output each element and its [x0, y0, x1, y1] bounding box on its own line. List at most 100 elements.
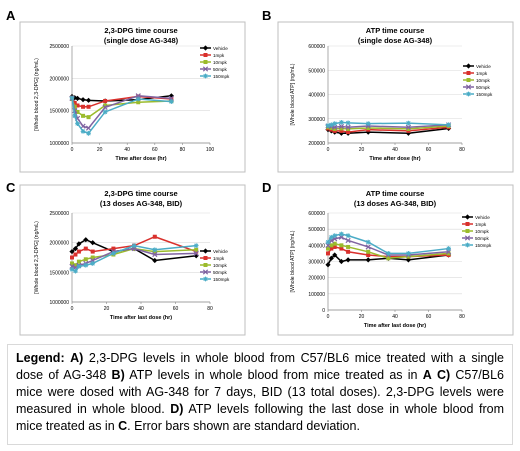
- data-point: [446, 251, 451, 256]
- legend-label: 150mpk: [475, 243, 492, 248]
- data-point: [329, 125, 334, 130]
- chart-title-line2: (13 doses AG-348, BID): [100, 199, 183, 208]
- legend-marker: [466, 71, 471, 75]
- caption-b-ref: A: [422, 368, 432, 382]
- caption-d-ref: C: [118, 419, 128, 433]
- legend-label: 150mpk: [476, 92, 493, 97]
- y-axis-label: [Whole blood 2,3-DPG] (ng/mL): [34, 58, 40, 131]
- data-point: [345, 237, 351, 244]
- legend-label: Vehicle: [213, 46, 228, 51]
- x-axis-label: Time after dose (hr): [115, 156, 166, 162]
- x-tick-label: 80: [207, 306, 213, 312]
- data-point: [339, 246, 344, 251]
- data-point: [326, 251, 330, 256]
- series-150mpk: [325, 231, 451, 256]
- data-point: [102, 104, 108, 111]
- data-point: [85, 97, 92, 103]
- data-point: [332, 252, 338, 258]
- x-axis-label: Time after last dose (hr): [110, 315, 172, 321]
- caption-d-end: . Error bars shown are standard deviatio…: [127, 419, 360, 433]
- legend-label: 1mpk: [213, 256, 225, 261]
- legend-marker: [202, 248, 209, 254]
- chart-title-line1: ATP time course: [366, 189, 425, 198]
- data-point: [75, 121, 80, 126]
- data-point: [365, 257, 371, 263]
- data-point: [136, 100, 141, 105]
- data-point: [366, 253, 371, 258]
- panel-frame: [277, 21, 514, 173]
- data-point: [386, 256, 391, 261]
- legend-label: Vehicle: [476, 64, 491, 69]
- data-point: [406, 120, 411, 126]
- data-point: [70, 255, 74, 260]
- data-point: [339, 243, 344, 248]
- x-tick-label: 0: [327, 314, 330, 320]
- data-point: [83, 257, 88, 262]
- data-point: [365, 239, 371, 245]
- x-tick-label: 80: [459, 147, 465, 153]
- legend-label: 10mpk: [475, 229, 489, 234]
- data-point: [72, 104, 77, 109]
- data-point: [325, 262, 331, 268]
- data-point: [86, 130, 91, 136]
- data-point: [152, 251, 158, 258]
- data-point: [326, 246, 330, 251]
- data-point: [405, 257, 411, 263]
- x-tick-label: 60: [426, 314, 432, 320]
- x-tick-label: 100: [206, 147, 215, 153]
- data-point: [406, 126, 411, 131]
- legend-marker: [203, 53, 208, 57]
- data-point: [111, 246, 116, 251]
- x-tick-label: 40: [138, 306, 144, 312]
- x-axis-label: Time after last dose (hr): [364, 323, 426, 329]
- figure-legend-caption: Legend: A) 2,3-DPG levels in whole blood…: [7, 344, 513, 445]
- data-point: [193, 243, 199, 249]
- legend-label: 50mpk: [213, 270, 227, 275]
- legend-label: 50mpk: [476, 85, 490, 90]
- data-point: [345, 257, 351, 263]
- chart-title-line1: 2,3-DPG time course: [104, 26, 177, 35]
- caption-c-letter: C): [436, 368, 451, 382]
- x-tick-label: 60: [173, 306, 179, 312]
- data-point: [83, 246, 88, 251]
- data-point: [339, 231, 344, 237]
- data-point: [70, 261, 74, 266]
- y-tick-label: 500000: [308, 227, 325, 233]
- data-point: [346, 249, 351, 254]
- data-point: [345, 120, 351, 126]
- data-point: [83, 262, 89, 268]
- series-50mpk: [69, 93, 174, 131]
- chart-title-line2: (13 doses AG-348, BID): [354, 199, 437, 208]
- caption-legend-label: Legend:: [16, 351, 65, 365]
- data-point: [102, 109, 108, 115]
- x-tick-label: 0: [71, 147, 74, 153]
- data-point: [69, 95, 75, 101]
- legend-marker: [202, 45, 209, 51]
- data-point: [385, 251, 391, 256]
- legend-label: 1mpk: [213, 53, 225, 58]
- series-150mpk: [69, 243, 199, 274]
- caption-a-letter: A): [70, 351, 84, 365]
- data-point: [332, 241, 337, 246]
- data-point: [72, 100, 77, 105]
- y-tick-label: 2000000: [50, 241, 70, 247]
- data-point: [73, 268, 78, 274]
- data-point: [81, 104, 86, 109]
- data-point: [328, 122, 334, 128]
- data-point: [194, 247, 199, 252]
- panel-letter: C: [6, 180, 16, 195]
- legend-marker: [202, 269, 209, 275]
- data-point: [332, 121, 338, 126]
- y-tick-label: 1000000: [50, 141, 70, 147]
- legend-label: 10mpk: [213, 263, 227, 268]
- y-tick-label: 1500000: [50, 109, 70, 115]
- data-point: [329, 246, 334, 251]
- chart-title-line1: 2,3-DPG time course: [104, 189, 177, 198]
- data-point: [81, 113, 86, 118]
- y-tick-label: 2000000: [50, 76, 70, 82]
- data-point: [76, 241, 82, 247]
- data-point: [103, 98, 108, 103]
- series-150mpk: [69, 95, 174, 136]
- data-point: [339, 119, 344, 125]
